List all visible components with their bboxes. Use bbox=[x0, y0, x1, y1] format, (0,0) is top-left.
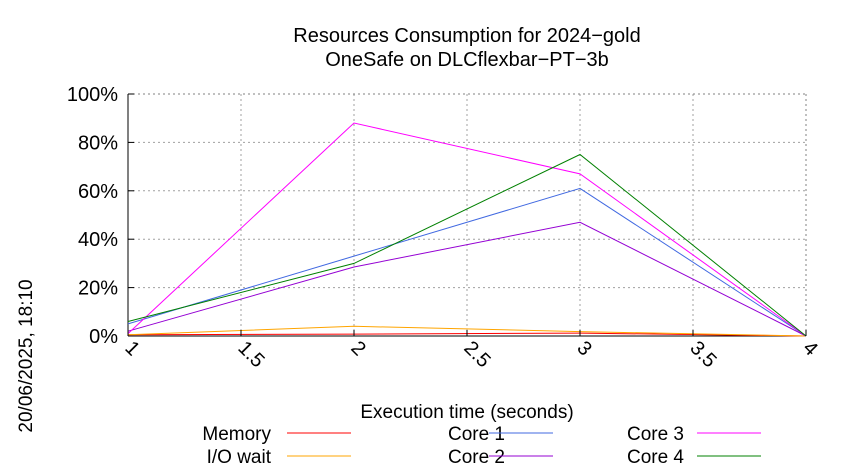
legend-label: Memory bbox=[202, 424, 271, 445]
legend-label: Core 3 bbox=[627, 424, 684, 445]
x-axis-label: Execution time (seconds) bbox=[360, 402, 573, 423]
x-tick-label: 1.5 bbox=[233, 337, 268, 372]
y-tick-label: 0% bbox=[89, 326, 118, 348]
grid bbox=[128, 94, 806, 336]
x-tick-label: 4 bbox=[798, 337, 821, 360]
series-line-core-4 bbox=[127, 153, 807, 337]
legend-label: I/O wait bbox=[207, 447, 272, 468]
legend-label: Core 2 bbox=[448, 447, 505, 468]
x-tick-label: 2.5 bbox=[459, 337, 494, 372]
x-tick-label: 2 bbox=[346, 337, 369, 360]
x-tick-label: 1 bbox=[120, 337, 143, 360]
y-tick-label: 60% bbox=[78, 181, 118, 203]
legend-label: Core 1 bbox=[448, 424, 505, 445]
chart-subtitle: OneSafe on DLCflexbar−PT−3b bbox=[325, 49, 609, 71]
y-tick-label: 100% bbox=[67, 84, 118, 106]
legend-label: Core 4 bbox=[627, 447, 684, 468]
timestamp-label: 20/06/2025, 18:10 bbox=[16, 279, 37, 432]
y-tick-label: 40% bbox=[78, 229, 118, 251]
y-tick-label: 20% bbox=[78, 278, 118, 300]
tick-labels: 0% 20% 40% 60% 80% 100% 1 1.5 2 2.5 3 3.5 4 bbox=[67, 84, 822, 372]
chart-title: Resources Consumption for 2024−gold bbox=[293, 25, 640, 47]
series-line-core-3 bbox=[127, 122, 807, 337]
x-tick-label: 3 bbox=[572, 337, 595, 360]
x-tick-label: 3.5 bbox=[685, 337, 720, 372]
series-line-core-2 bbox=[127, 221, 807, 337]
series-line-core-1 bbox=[127, 187, 807, 337]
y-tick-label: 80% bbox=[78, 132, 118, 154]
